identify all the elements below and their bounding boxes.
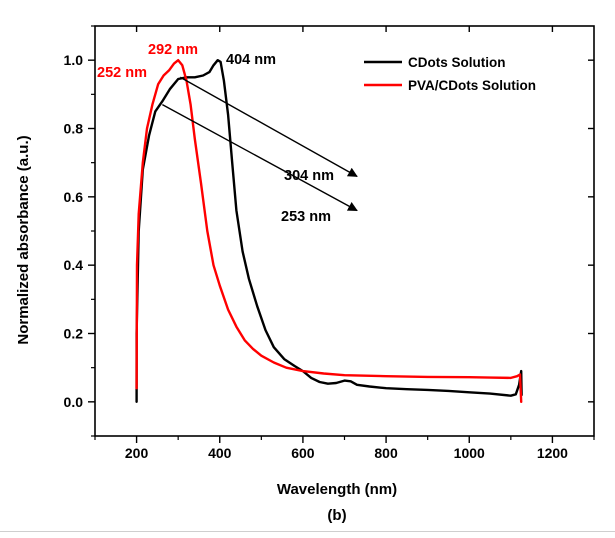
y-tick-label: 0.0 xyxy=(64,394,84,410)
arrow-layer xyxy=(162,76,358,212)
annotation-252-nm: 252 nm xyxy=(97,65,147,81)
y-axis: 0.0 0.2 0.4 0.6 0.8 1.0 xyxy=(64,25,594,437)
x-tick-label: 1000 xyxy=(454,445,485,461)
x-axis: 200 400 600 800 1000 1200 xyxy=(94,26,595,461)
y-tick-label: 0.8 xyxy=(64,121,84,137)
y-tick-label: 0.2 xyxy=(64,326,84,342)
x-axis-title: Wavelength (nm) xyxy=(277,481,397,498)
x-tick-label: 1200 xyxy=(537,445,568,461)
x-tick-label: 600 xyxy=(291,445,315,461)
annotation-404-nm: 404 nm xyxy=(226,52,276,68)
legend-label: CDots Solution xyxy=(408,55,506,70)
annotation-304-nm: 304 nm xyxy=(284,168,334,184)
y-tick-label: 0.4 xyxy=(64,257,84,273)
y-tick-label: 1.0 xyxy=(64,52,84,68)
annotation-253-nm: 253 nm xyxy=(281,209,331,225)
legend: CDots Solution PVA/CDots Solution xyxy=(364,55,536,93)
x-tick-label: 400 xyxy=(208,445,232,461)
legend-label: PVA/CDots Solution xyxy=(408,78,536,93)
annotation-arrow xyxy=(179,76,358,177)
x-tick-label: 200 xyxy=(125,445,149,461)
annotation-292-nm: 292 nm xyxy=(148,42,198,58)
panel-label: (b) xyxy=(327,507,346,524)
y-axis-title: Normalized absorbance (a.u.) xyxy=(15,135,32,344)
series-line-pva-cdots-solution xyxy=(135,59,523,403)
x-tick-label: 800 xyxy=(374,445,398,461)
series-line-cdots-solution xyxy=(135,59,523,403)
y-tick-label: 0.6 xyxy=(64,189,84,205)
series-layer xyxy=(135,59,523,403)
bottom-rule xyxy=(0,531,615,532)
annotation-arrow xyxy=(162,103,358,212)
